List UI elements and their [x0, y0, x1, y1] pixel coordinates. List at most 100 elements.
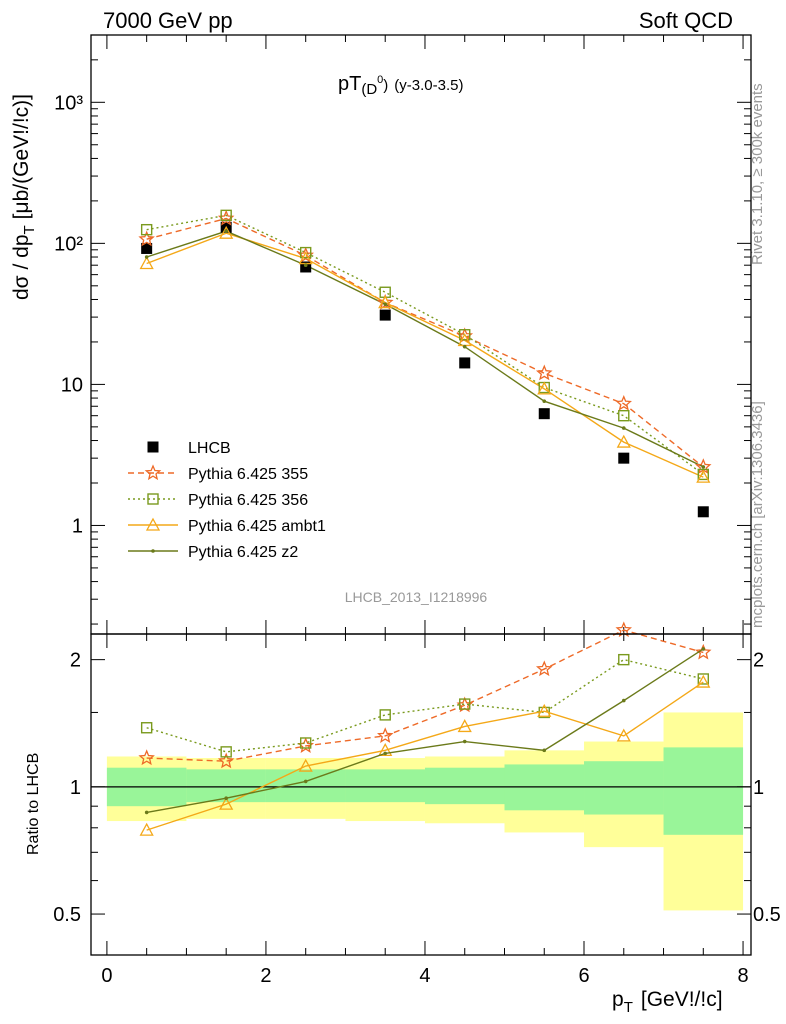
- main-point-p355: [615, 395, 632, 411]
- main-point-lhcb: [459, 357, 471, 369]
- legend-marker-ambt1: [145, 517, 161, 531]
- xtick-label: 0: [101, 965, 112, 987]
- ratio-band-inner: [584, 761, 664, 815]
- main-point-ambt1: [537, 381, 552, 395]
- ratio-band-inner: [424, 767, 505, 805]
- main-ylabel-unit: [μb/(GeV!/!c)]: [10, 94, 33, 219]
- legend-label-p355: Pythia 6.425 355: [188, 466, 308, 483]
- legend-marker-z2: [151, 549, 155, 553]
- main-point-lhcb: [379, 309, 391, 321]
- legend-label-ambt1: Pythia 6.425 ambt1: [188, 518, 326, 535]
- ratio-band-inner: [265, 769, 346, 803]
- main-series: [138, 209, 712, 518]
- ratio-point-p355: [535, 660, 553, 677]
- ratio-ytick-label: 2: [70, 650, 81, 672]
- ratio-line-ambt1: [146, 681, 704, 831]
- main-point-lhcb: [141, 242, 153, 254]
- ratio-ytick-label-right: 2: [753, 650, 764, 672]
- ratio-line-p355: [146, 629, 704, 762]
- main-point-p356: [140, 223, 153, 236]
- main-point-z2: [303, 263, 308, 267]
- main-point-z2: [462, 344, 467, 349]
- mcplots-label: mcplots.cern.ch [arXiv:1306.3436]: [749, 401, 766, 628]
- ratio-band-inner: [663, 747, 744, 835]
- main-point-ambt1: [696, 469, 711, 483]
- ratio-line-z2: [146, 648, 704, 814]
- main-point-lhcb: [618, 452, 630, 464]
- main-axis-ticks: 1 10 10² 10³: [54, 34, 751, 625]
- main-point-ambt1: [139, 256, 154, 270]
- ratio-line-p356: [146, 658, 704, 753]
- ratio-band-inner: [345, 769, 425, 803]
- main-point-p356: [618, 409, 630, 422]
- ratio-axis-ticks: 0 2 4 6 8 0.5 0.5 1 1 2 2: [53, 35, 781, 987]
- ratio-point-z2: [621, 698, 626, 703]
- main-point-p356: [299, 246, 312, 259]
- ratio-plot-frame: [90, 633, 752, 956]
- xtick-label: 4: [419, 965, 430, 987]
- ratio-point-p356: [697, 673, 709, 685]
- rivet-label: Rivet 3.1.10, ≥ 300k events: [749, 83, 766, 265]
- ratio-point-p355: [694, 643, 712, 660]
- main-point-ambt1: [616, 434, 631, 448]
- main-line-z2: [146, 230, 704, 468]
- ratio-point-p355: [377, 727, 394, 743]
- ratio-point-z2: [383, 751, 388, 756]
- legend: LHCB Pythia 6.425 355 Pythia 6.425 356 Pyth…: [128, 440, 326, 561]
- legend-label-z2: Pythia 6.425 z2: [188, 544, 298, 561]
- main-point-z2: [224, 229, 228, 233]
- main-ylabel: dσ / dpT [μb/(GeV!/!c)]: [10, 94, 38, 300]
- plot-title: pT(D0) (y-3.0-3.5): [338, 73, 463, 98]
- ratio-ytick-label: 1: [70, 777, 81, 799]
- legend-label-p356: Pythia 6.425 356: [188, 492, 308, 509]
- title-rapidity: (y-3.0-3.5): [394, 77, 463, 94]
- ratio-point-z2: [701, 647, 706, 651]
- ratio-ytick-label-right: 0.5: [753, 904, 781, 926]
- ratio-point-ambt1: [298, 758, 313, 772]
- xlabel-unit: [GeV!/!c]: [641, 988, 723, 1011]
- ratio-point-ambt1: [219, 796, 234, 810]
- main-ylabel-text: dσ / dp: [10, 234, 33, 300]
- main-point-z2: [542, 399, 547, 404]
- ratio-point-p356: [299, 737, 312, 749]
- main-point-ambt1: [219, 225, 234, 239]
- main-point-p355: [138, 230, 155, 247]
- main-point-ambt1: [378, 295, 393, 309]
- main-point-z2: [144, 255, 149, 259]
- header-left: 7000 GeV pp: [103, 8, 233, 33]
- main-point-z2: [621, 426, 626, 430]
- header-right: Soft QCD: [639, 8, 733, 33]
- ratio-ytick-label: 0.5: [53, 904, 81, 926]
- main-line-p356: [146, 214, 704, 475]
- ratio-point-ambt1: [457, 719, 472, 733]
- xlabel-sub: T: [624, 999, 633, 1016]
- xlabel: pT [GeV!/!c]: [612, 988, 723, 1016]
- main-point-p355: [535, 364, 553, 381]
- ratio-point-p356: [459, 698, 471, 710]
- ratio-point-z2: [144, 810, 149, 815]
- title-sub: (D: [361, 81, 377, 98]
- main-point-z2: [701, 465, 706, 469]
- main-line-p355: [146, 217, 704, 468]
- title-close: ): [383, 77, 388, 94]
- xtick-label: 6: [578, 965, 589, 987]
- ratio-point-p355: [217, 752, 235, 769]
- ratio-point-z2: [542, 748, 547, 753]
- xlabel-text: p: [612, 988, 624, 1011]
- xtick-label: 8: [737, 965, 748, 987]
- ratio-point-ambt1: [696, 674, 711, 688]
- ratio-point-z2: [462, 739, 467, 744]
- main-point-lhcb: [538, 408, 550, 420]
- ratio-point-ambt1: [616, 728, 631, 742]
- ratio-point-p356: [618, 653, 630, 666]
- main-ytick-label: 10: [61, 374, 83, 396]
- main-ytick-label: 10³: [54, 92, 83, 114]
- title-main: pT: [338, 73, 361, 95]
- main-point-z2: [383, 302, 388, 307]
- main-ytick-label: 10²: [54, 233, 83, 255]
- main-point-p356: [459, 329, 471, 341]
- ratio-point-ambt1: [139, 822, 154, 836]
- legend-marker-lhcb: [147, 441, 159, 453]
- ratio-point-p356: [220, 746, 232, 758]
